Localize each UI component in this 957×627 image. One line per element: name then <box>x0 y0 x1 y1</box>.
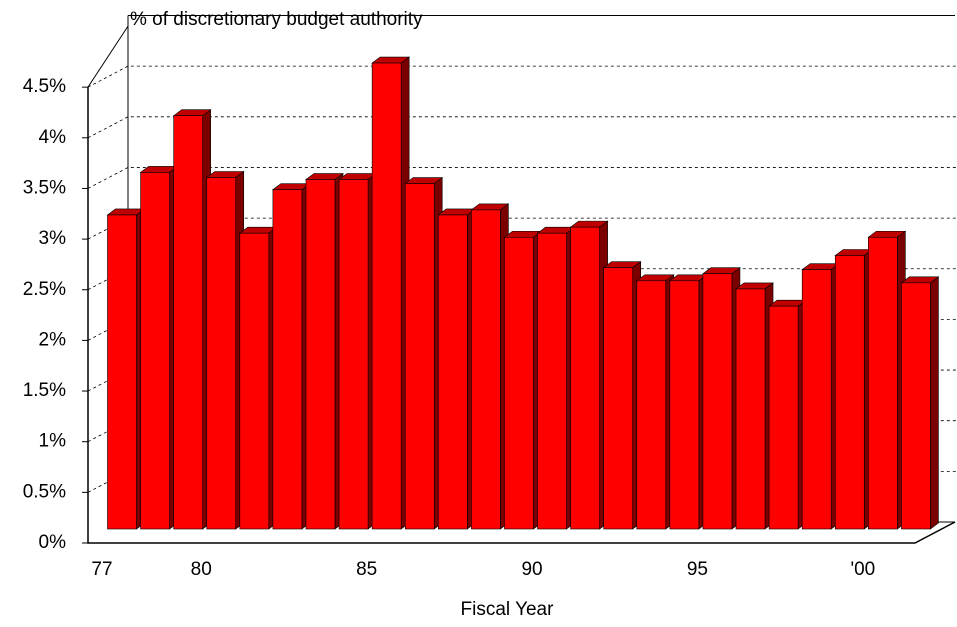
bar <box>471 209 501 530</box>
grid-line <box>87 268 957 291</box>
wall-edge <box>87 25 129 88</box>
x-tick-label: 77 <box>91 559 112 580</box>
y-tick-label: 2% <box>39 329 67 350</box>
y-tick-label: 0% <box>39 532 67 553</box>
bar <box>338 179 369 530</box>
bar <box>901 282 931 530</box>
y-tick-label: 2.5% <box>23 279 66 300</box>
chart-title: % of discretionary budget authority <box>130 9 423 30</box>
bar <box>239 232 270 530</box>
bar <box>404 183 435 530</box>
grid-line <box>87 167 957 189</box>
bar <box>371 62 402 530</box>
bar <box>801 269 832 530</box>
x-tick-label: 95 <box>687 559 708 580</box>
x-tick-label: '00 <box>850 559 875 580</box>
bar <box>669 280 700 530</box>
bar <box>140 172 170 530</box>
bar <box>437 214 468 530</box>
bar <box>768 305 799 530</box>
grid-line <box>87 65 957 88</box>
x-tick-label: 90 <box>521 559 542 580</box>
x-tick-label: 80 <box>191 559 212 580</box>
x-axis-label: Fiscal Year <box>461 599 555 620</box>
bar <box>868 236 898 530</box>
bar <box>107 214 137 530</box>
bar <box>702 273 733 530</box>
y-tick-label: 4.5% <box>23 76 66 97</box>
y-tick-label: 1.5% <box>23 380 66 401</box>
grid-line <box>87 116 957 139</box>
bar <box>305 179 336 530</box>
bar <box>603 267 634 530</box>
y-tick-label: 1% <box>39 431 67 452</box>
bar <box>834 255 865 530</box>
bar <box>272 189 303 530</box>
grid-line <box>87 217 957 240</box>
bar <box>570 226 600 530</box>
y-tick-label: 3% <box>39 228 67 249</box>
bar <box>206 177 237 530</box>
y-tick-label: 3.5% <box>23 177 66 198</box>
y-tick-label: 4% <box>39 127 67 148</box>
bar <box>504 236 534 530</box>
bar <box>537 232 567 530</box>
x-tick-label: 85 <box>356 559 377 580</box>
y-tick-label: 0.5% <box>23 481 66 502</box>
bar-side <box>930 276 939 530</box>
bar <box>173 115 203 530</box>
axes <box>87 87 956 544</box>
bar <box>636 280 667 530</box>
bar <box>735 288 766 530</box>
